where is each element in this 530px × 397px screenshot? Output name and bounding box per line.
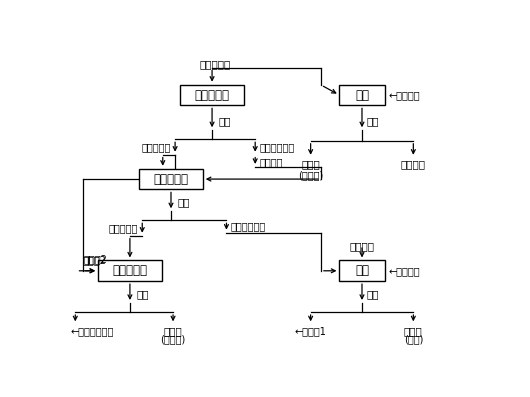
Text: 第一级漂洗液: 第一级漂洗液: [259, 142, 295, 152]
Text: 过滤: 过滤: [218, 116, 231, 126]
Text: ←熟石灰粉: ←熟石灰粉: [388, 90, 420, 100]
Text: 过滤: 过滤: [136, 289, 148, 299]
Text: 净化液: 净化液: [301, 159, 320, 169]
Text: 第三级漂洗: 第三级漂洗: [112, 264, 147, 277]
Text: 氧化锌烟尘: 氧化锌烟尘: [200, 60, 231, 69]
Text: 中和: 中和: [355, 264, 369, 277]
Text: 重新水2: 重新水2: [84, 254, 108, 264]
Text: 第二级滤液: 第二级滤液: [109, 223, 138, 233]
FancyBboxPatch shape: [180, 85, 244, 106]
Text: 过滤: 过滤: [366, 289, 378, 299]
Text: 军锌余液: 军锌余液: [349, 241, 375, 251]
Text: 净化后液: 净化后液: [401, 159, 426, 169]
Text: 重新水2: 重新水2: [83, 255, 107, 265]
Text: 第二级漂洗: 第二级漂洗: [154, 173, 189, 185]
FancyBboxPatch shape: [98, 260, 162, 281]
Text: 净化: 净化: [355, 89, 369, 102]
Text: (返渣出): (返渣出): [161, 334, 186, 344]
Text: 过滤: 过滤: [366, 116, 378, 126]
Text: 除氯液: 除氯液: [164, 326, 182, 336]
Text: ←石灰石粉: ←石灰石粉: [388, 266, 420, 276]
Text: 第二级漂洗液: 第二级漂洗液: [231, 222, 266, 231]
Text: 漂洗后液: 漂洗后液: [259, 157, 283, 167]
Text: (出售): (出售): [404, 334, 423, 344]
FancyBboxPatch shape: [339, 260, 385, 281]
Text: ←第三级漂洗液: ←第三级漂洗液: [70, 326, 114, 336]
FancyBboxPatch shape: [139, 169, 203, 189]
Text: 第一级漂洗: 第一级漂洗: [195, 89, 229, 102]
Text: ←中和液1: ←中和液1: [295, 326, 326, 336]
Text: 第一级滤液: 第一级滤液: [142, 142, 171, 152]
Text: 石膏液: 石膏液: [404, 326, 423, 336]
FancyBboxPatch shape: [339, 85, 385, 106]
Text: (送返出): (送返出): [298, 170, 323, 180]
Text: 过滤: 过滤: [177, 198, 190, 208]
